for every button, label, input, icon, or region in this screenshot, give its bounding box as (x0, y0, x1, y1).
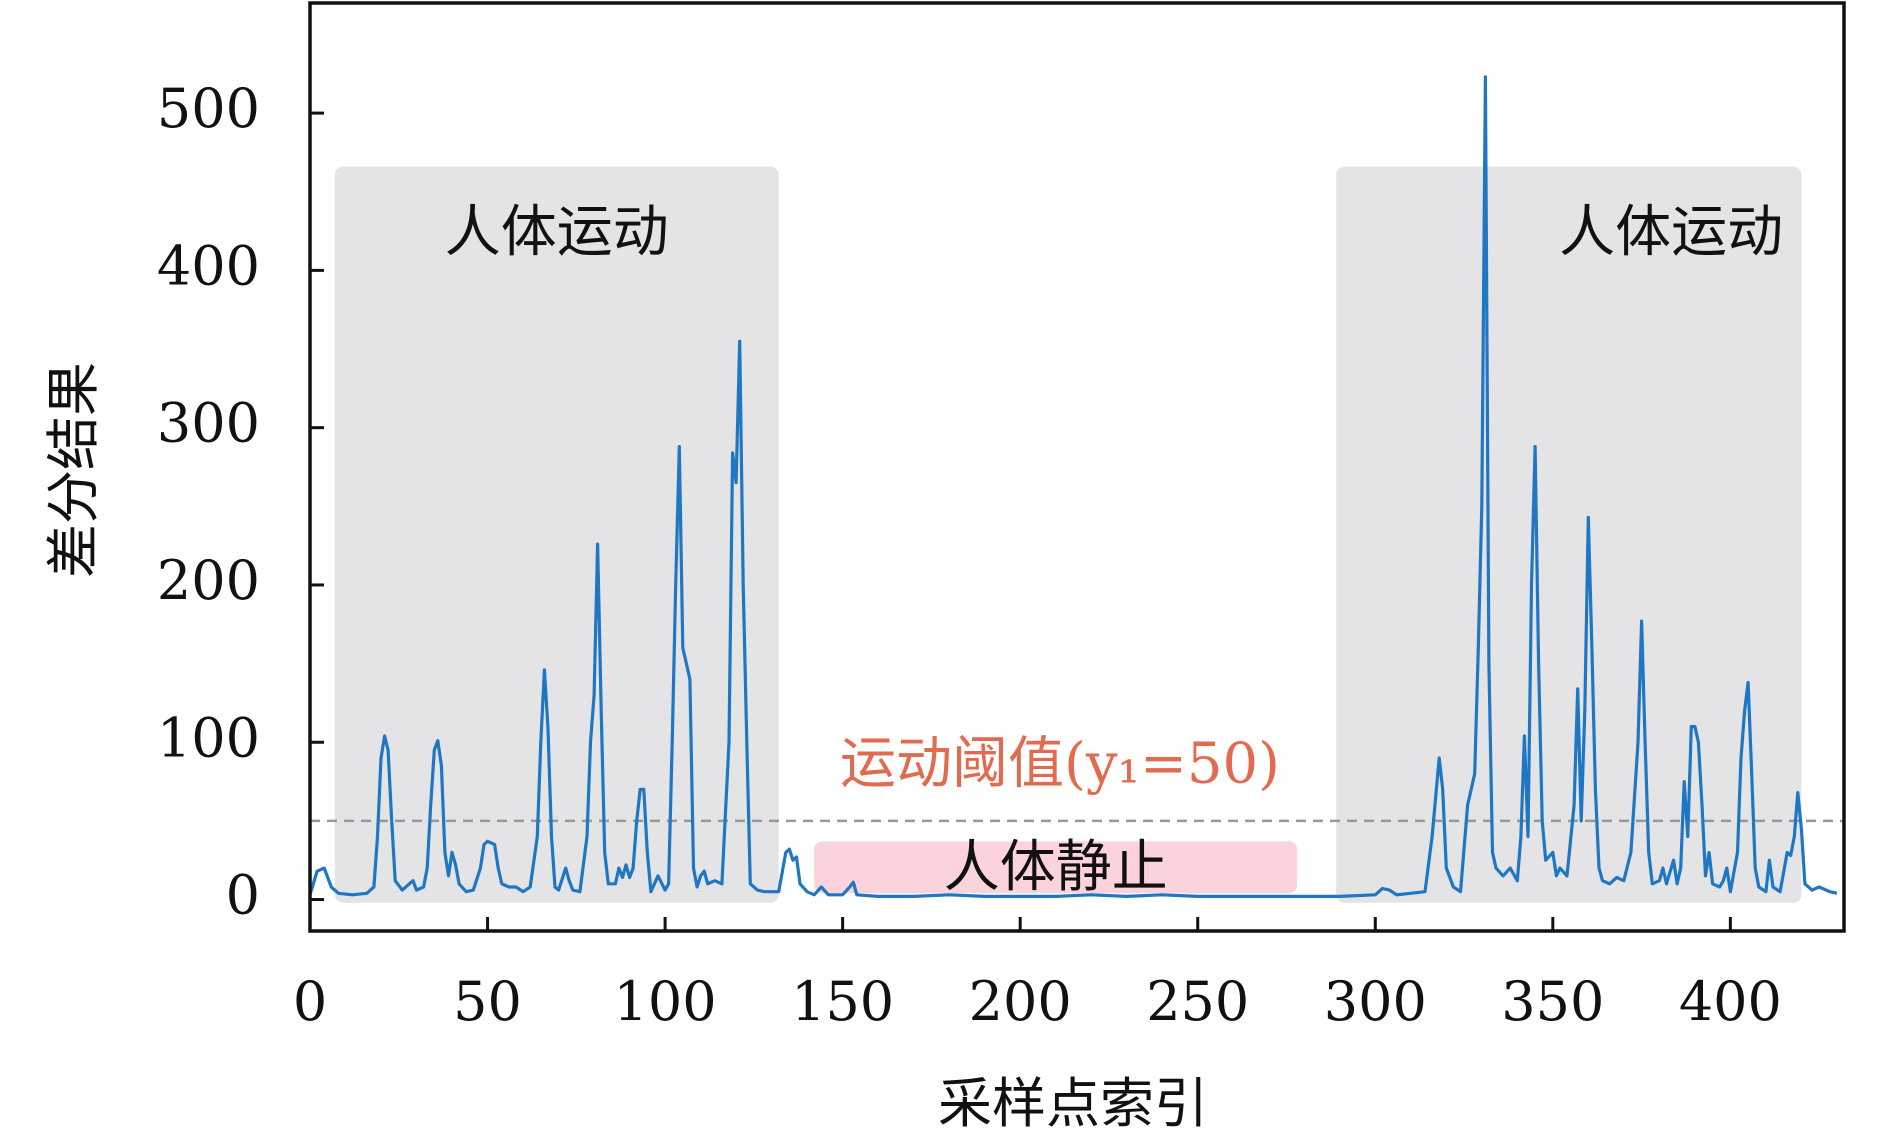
x-tick-label: 150 (791, 970, 894, 1033)
region-label: 人体运动 (1559, 200, 1783, 265)
x-tick-label: 50 (453, 970, 522, 1033)
plot-frame (308, 1, 1846, 933)
x-tick-label: 400 (1679, 970, 1782, 1033)
y-axis-label: 差分结果 (42, 362, 105, 578)
x-tick-label: 100 (614, 970, 717, 1033)
region (814, 841, 1298, 894)
x-tick-label: 300 (1324, 970, 1427, 1033)
threshold-label: 运动阈值(y₁=50) (840, 732, 1280, 797)
y-tick-label: 100 (157, 706, 260, 769)
y-tick-label: 500 (157, 77, 260, 140)
y-tick-label: 400 (157, 234, 260, 297)
x-axis-label: 采样点索引 (938, 1072, 1208, 1135)
x-tick-label: 200 (969, 970, 1072, 1033)
y-tick-label: 300 (157, 392, 260, 455)
x-tick-label: 0 (293, 970, 327, 1033)
region (1336, 166, 1802, 903)
x-tick-label: 250 (1146, 970, 1249, 1033)
data-line (308, 75, 1838, 898)
x-tick-label: 350 (1501, 970, 1604, 1033)
region-label: 人体运动 (445, 200, 669, 265)
region (334, 166, 779, 903)
y-tick-label: 200 (157, 549, 260, 612)
region-label: 人体静止 (944, 835, 1168, 900)
y-tick-label: 0 (226, 864, 260, 927)
